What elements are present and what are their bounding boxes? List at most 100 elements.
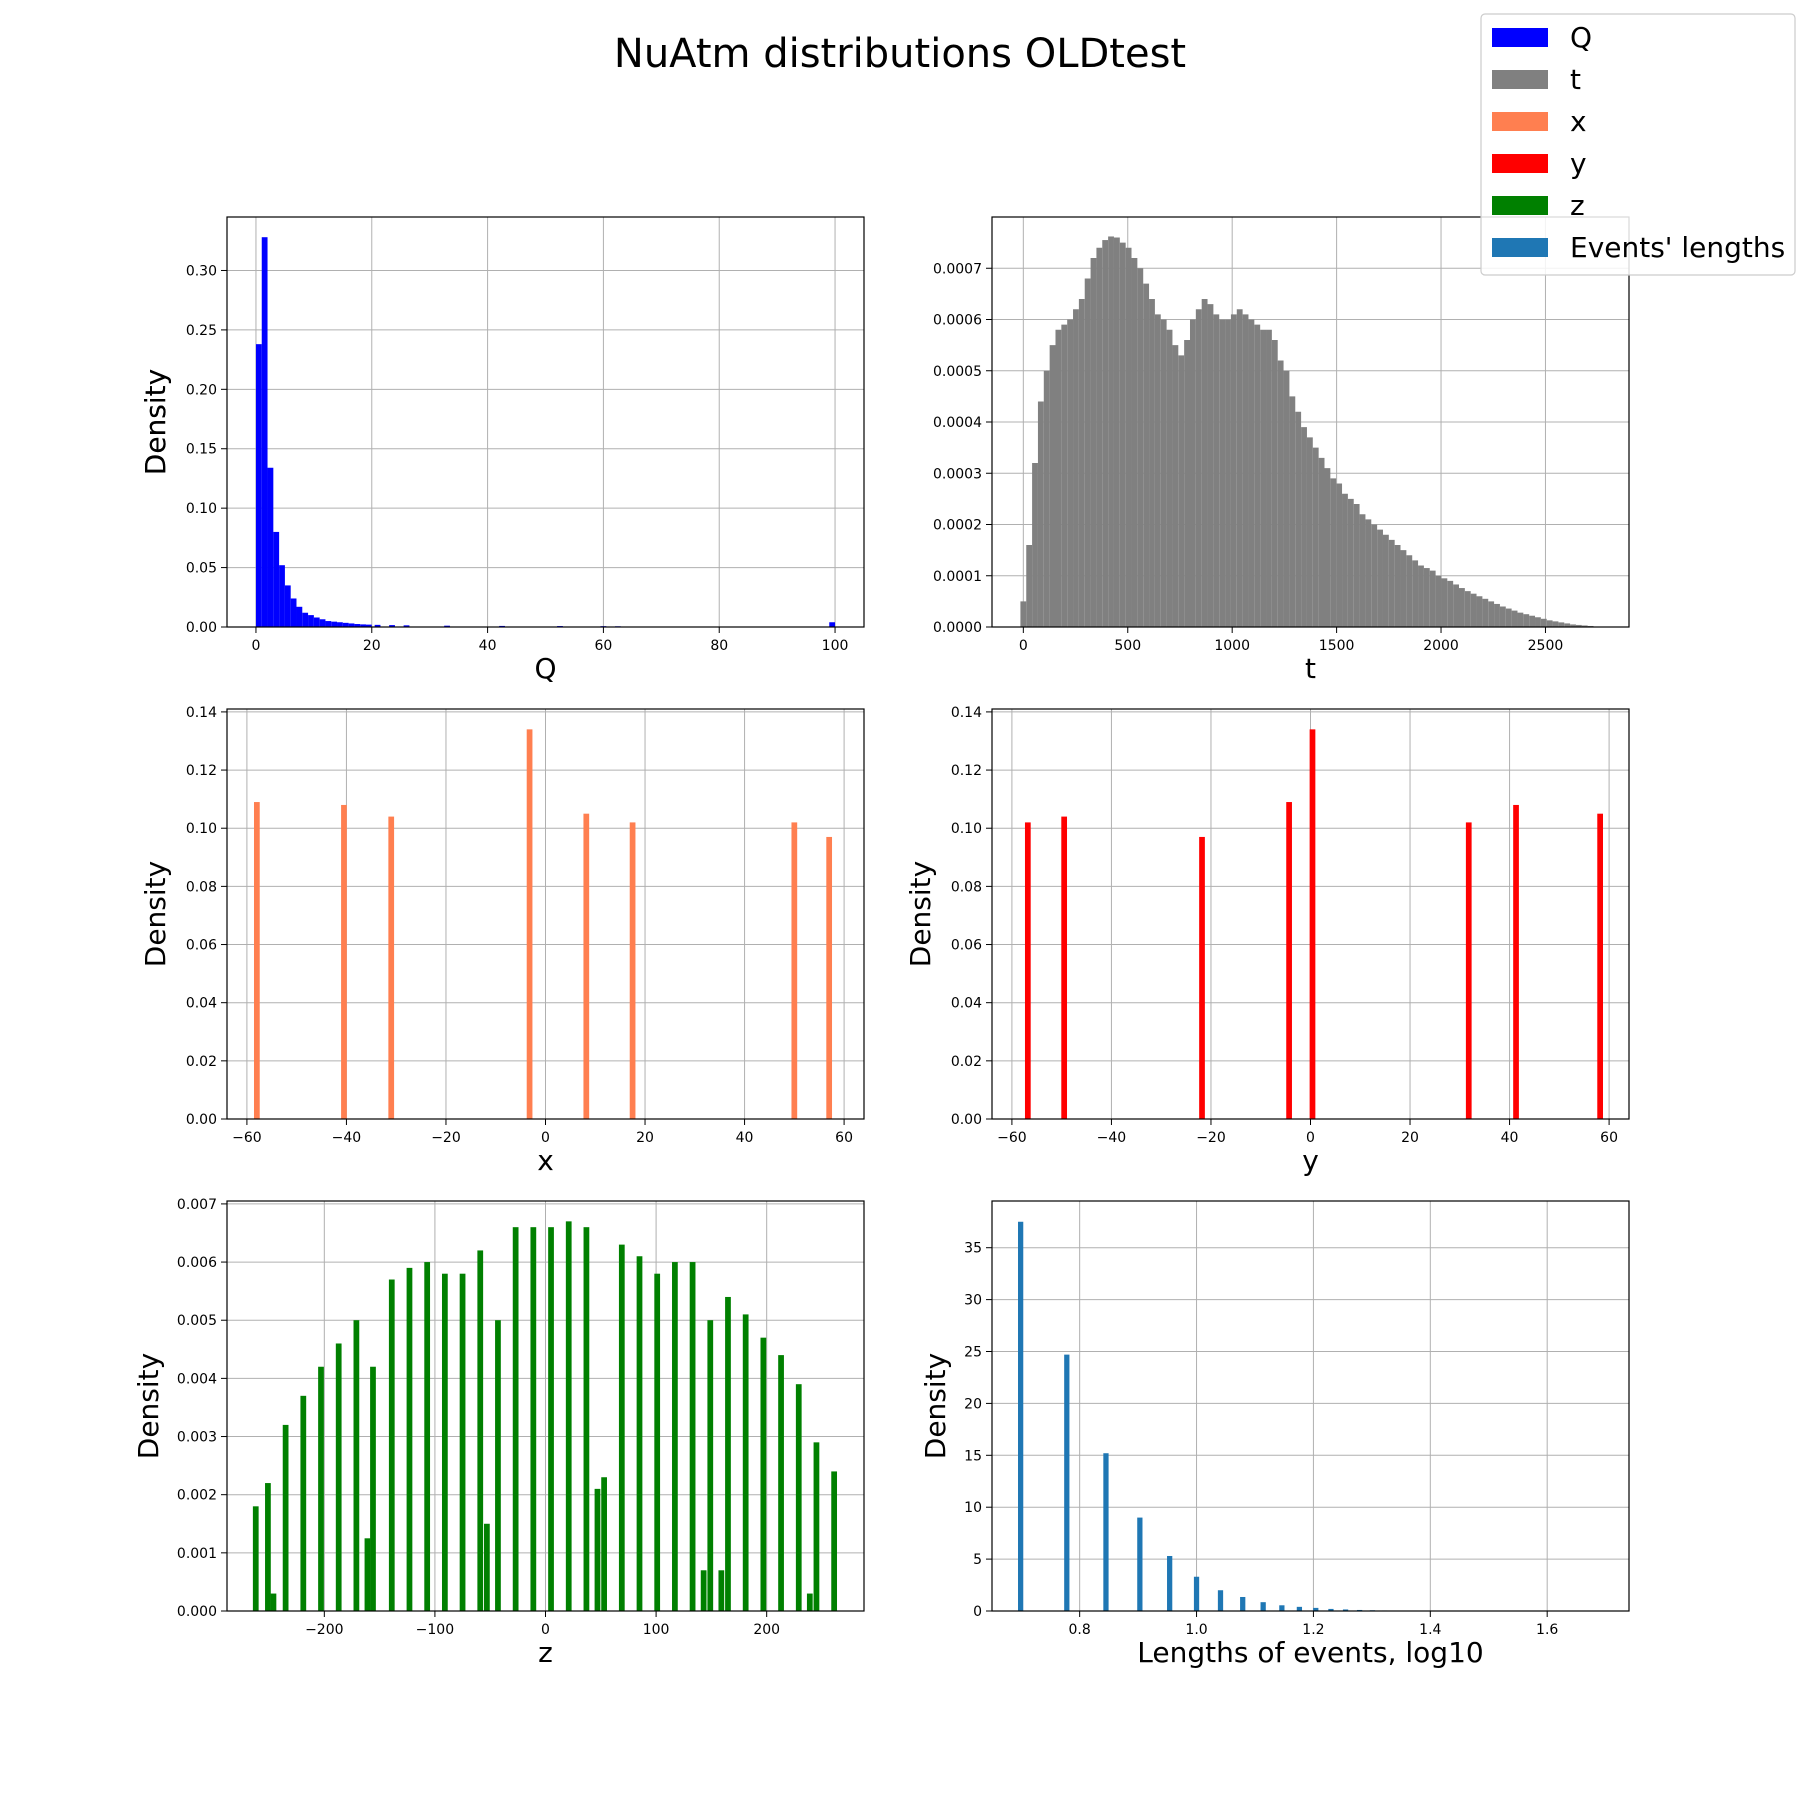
histogram-bar <box>1020 601 1027 627</box>
histogram-bar <box>1382 534 1389 627</box>
histogram-bar <box>689 1262 696 1611</box>
histogram-bar <box>1248 319 1255 627</box>
histogram-bar <box>672 1262 678 1611</box>
y-tick-label: 0.06 <box>951 938 982 954</box>
y-tick-label: 0.00 <box>951 1112 982 1128</box>
histogram-bar <box>1024 822 1031 1119</box>
histogram-bar <box>313 617 320 627</box>
y-tick-label: 0.0006 <box>933 313 982 329</box>
y-tick-label: 5 <box>973 1552 982 1568</box>
y-tick-label: 0.10 <box>186 501 217 517</box>
y-tick-label: 0.000 <box>177 1604 217 1620</box>
x-tick-label: −20 <box>1196 1130 1226 1146</box>
histogram-bar <box>1271 340 1278 627</box>
y-tick-label: 0.12 <box>186 763 217 779</box>
x-tick-label: 2000 <box>1423 638 1459 654</box>
histogram-bar <box>495 1320 501 1611</box>
histogram-bar <box>374 624 381 627</box>
histogram-bar <box>1388 539 1395 627</box>
histogram-bar <box>1523 614 1530 627</box>
histogram-bar <box>1558 622 1565 627</box>
legend-label: x <box>1570 105 1587 138</box>
x-tick-label: 60 <box>1600 1130 1618 1146</box>
histogram-bar <box>252 1506 259 1611</box>
histogram-bar <box>1102 240 1109 627</box>
chart-q: 0 20 40 60 80 100 0.00 0.05 0.10 0.15 0.20 0.25 0.30… <box>139 216 865 685</box>
histogram-bar <box>389 625 395 627</box>
y-axis-label: Density <box>139 861 172 967</box>
histogram-bar <box>319 619 326 627</box>
y-tick-label: 0.14 <box>186 705 217 721</box>
histogram-bar <box>1090 258 1097 627</box>
histogram-bar <box>484 1523 490 1611</box>
histogram-bar <box>1125 247 1132 627</box>
histogram-bar <box>1260 1602 1266 1611</box>
histogram-bar <box>1167 1555 1173 1611</box>
y-tick-label: 0.10 <box>951 821 982 837</box>
legend-swatch <box>1492 196 1548 215</box>
x-tick-label: −60 <box>232 1130 262 1146</box>
y-tick-label: 0.02 <box>186 1054 217 1070</box>
histogram-bar <box>1225 319 1231 627</box>
y-tick-label: 25 <box>964 1345 982 1361</box>
histogram-bar <box>1242 314 1249 627</box>
histogram-bar <box>1103 1453 1109 1611</box>
x-tick-label: 1500 <box>1319 638 1355 654</box>
histogram-bar <box>1365 519 1372 627</box>
histogram-bar <box>1240 1596 1246 1611</box>
histogram-bar <box>1597 813 1603 1119</box>
histogram-bar <box>1552 621 1559 627</box>
histogram-bar <box>601 1477 607 1611</box>
histogram-bar <box>300 1395 307 1611</box>
y-tick-label: 0.04 <box>186 996 217 1012</box>
histogram-bar <box>1096 247 1103 627</box>
histogram-bar <box>1137 268 1144 627</box>
histogram-bar <box>583 1227 590 1611</box>
y-tick-label: 0.0001 <box>933 569 982 585</box>
histogram-bar <box>1018 1221 1024 1611</box>
histogram-bar <box>337 622 343 627</box>
histogram-bar <box>1184 340 1190 627</box>
legend-swatch <box>1492 112 1548 131</box>
histogram-bar <box>700 1570 707 1611</box>
histogram-bar <box>829 622 836 627</box>
histogram-bar <box>1447 580 1454 627</box>
y-tick-label: 0.006 <box>177 1255 217 1271</box>
chart-x: −60 −40 −20 0 20 40 60 0.00 0.02 0.04 0.06 0.08 0.10… <box>139 705 865 1177</box>
histogram-bar <box>1166 329 1173 627</box>
histogram-bar <box>1283 370 1290 627</box>
x-tick-label: 200 <box>753 1622 780 1638</box>
y-tick-label: 0.20 <box>186 382 217 398</box>
y-axis-label: Density <box>139 369 172 475</box>
y-tick-label: 0.0004 <box>933 415 982 431</box>
histogram-bar <box>388 1279 395 1611</box>
y-tick-label: 0.00 <box>186 620 217 636</box>
histogram-bar <box>302 612 309 627</box>
histogram-bar <box>1049 345 1056 627</box>
histogram-bar <box>778 1355 784 1611</box>
x-tick-label: 40 <box>736 1130 754 1146</box>
histogram-bar <box>826 836 833 1119</box>
x-tick-label: 1.4 <box>1419 1622 1441 1638</box>
histogram-bar <box>629 822 636 1119</box>
x-tick-label: 0 <box>251 638 260 654</box>
histogram-bar <box>1517 612 1524 627</box>
histogram-bar <box>1465 822 1472 1119</box>
histogram-bar <box>267 467 274 627</box>
histogram-bar <box>1236 309 1243 627</box>
histogram-bar <box>1143 283 1150 627</box>
histogram-bar <box>1336 483 1343 627</box>
histogram-bar <box>270 1593 277 1611</box>
plot-frame <box>226 216 865 628</box>
histogram-bar <box>1193 1576 1200 1611</box>
histogram-bar <box>353 1320 360 1611</box>
histogram-bar <box>1113 237 1120 627</box>
histogram-bar <box>760 1337 767 1611</box>
y-tick-label: 0.06 <box>186 938 217 954</box>
histogram-bar <box>707 1320 714 1611</box>
histogram-bar <box>290 598 297 627</box>
y-tick-label: 0.002 <box>177 1488 217 1504</box>
histogram-bar <box>388 816 395 1119</box>
histogram-bar <box>1084 278 1091 627</box>
